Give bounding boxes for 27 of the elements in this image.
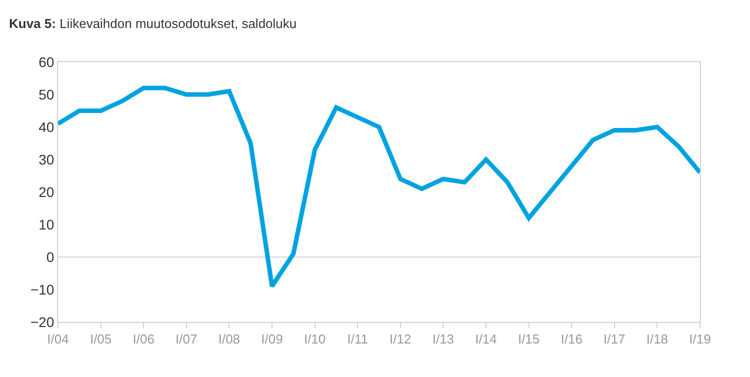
x-tick-label: I/12 <box>390 332 412 347</box>
x-tick-label: I/05 <box>90 332 112 347</box>
line-series <box>58 86 700 288</box>
x-tick-label: I/09 <box>261 332 283 347</box>
x-tick-label: I/16 <box>560 332 582 347</box>
x-tick-label: I/06 <box>132 332 154 347</box>
x-tick-label: I/15 <box>518 332 540 347</box>
y-tick-label: 40 <box>38 118 54 135</box>
x-tick-label: I/11 <box>347 332 368 347</box>
x-tick-label: I/04 <box>47 332 69 347</box>
x-tick-label: I/10 <box>304 332 326 347</box>
y-tick-label: 0 <box>46 248 54 265</box>
x-tick-label: I/19 <box>689 332 711 347</box>
x-tick-label: I/08 <box>218 332 240 347</box>
y-tick-label: 20 <box>38 184 54 200</box>
x-tick-label: I/07 <box>176 332 198 347</box>
x-tick-label: I/17 <box>604 332 626 347</box>
y-tick-label: −10 <box>30 281 54 298</box>
x-tick-label: I/13 <box>432 332 454 347</box>
x-tick-label: I/14 <box>475 332 497 347</box>
y-tick-label: −20 <box>30 314 54 330</box>
y-tick-label: 10 <box>38 216 54 232</box>
x-tick-label: I/18 <box>646 332 668 347</box>
y-tick-label: 50 <box>38 86 54 102</box>
y-tick-label: 60 <box>38 54 54 70</box>
chart-title: Kuva 5: Liikevaihdon muutosodotukset, saldoluku <box>9 16 297 31</box>
y-tick-label: 30 <box>38 151 54 168</box>
